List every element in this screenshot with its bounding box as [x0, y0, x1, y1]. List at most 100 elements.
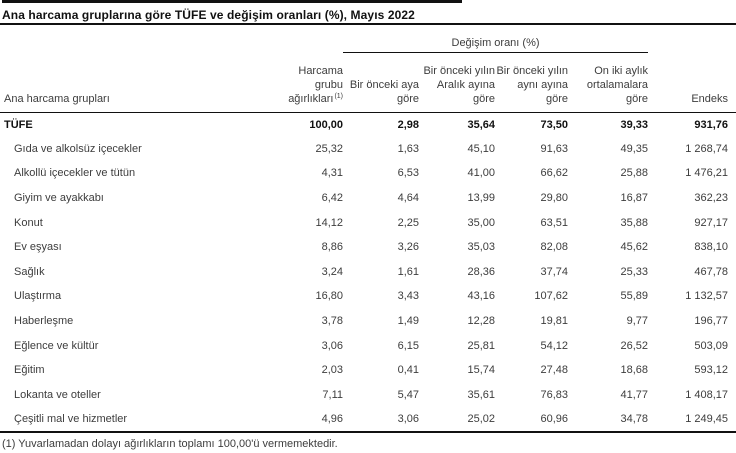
top-divider — [2, 0, 462, 3]
column-header-index: Endeks — [648, 52, 736, 113]
cell-value: 1 268,74 — [685, 142, 729, 155]
cell-value: 25,33 — [620, 265, 649, 278]
cell-value: 82,08 — [540, 241, 568, 254]
cell-value: 4,31 — [321, 167, 343, 180]
cell-value: 43,16 — [467, 290, 495, 303]
row-label: Haberleşme — [14, 315, 74, 328]
row-label: Çeşitli mal ve hizmetler — [14, 412, 128, 425]
cell-value: 503,09 — [694, 339, 729, 352]
group-header-spacer-left — [0, 25, 343, 52]
cell-value: 14,12 — [315, 216, 343, 229]
cell-value: 5,47 — [397, 388, 419, 401]
row-label: Lokanta ve oteller — [14, 388, 101, 401]
table-row: Ulaştırma 16,80 3,43 43,16 107,62 55,89 1 132,… — [0, 284, 736, 309]
column-header-same-month-prev-year: Bir önceki yılın aynı ayına göre — [495, 52, 568, 113]
row-label: Konut — [14, 216, 43, 229]
cell-value: 73,50 — [540, 118, 568, 131]
cell-value: 54,12 — [540, 339, 568, 352]
cell-value: 55,89 — [620, 290, 649, 303]
cell-value: 1 476,21 — [685, 167, 729, 180]
cpi-table: Değişim oranı (%) Ana harcama grupları H… — [0, 25, 736, 433]
table-row: Alkollü içecekler ve tütün 4,31 6,53 41,00 6… — [0, 161, 736, 186]
footnote-text: (1) Yuvarlamadan dolayı ağırlıkların top… — [2, 437, 338, 450]
cell-value: 18,68 — [620, 364, 649, 377]
row-label: Ulaştırma — [14, 290, 62, 303]
cell-value: 1 249,45 — [685, 412, 729, 425]
cell-value: 35,88 — [620, 216, 649, 229]
cell-value: 41,77 — [620, 388, 649, 401]
column-header-prev-month: Bir önceki aya göre — [343, 52, 419, 113]
table-row: Haberleşme 3,78 1,49 12,28 19,81 9,77 196,77 — [0, 309, 736, 334]
cell-value: 66,62 — [540, 167, 568, 180]
row-label: Alkollü içecekler ve tütün — [14, 167, 136, 180]
cell-value: 28,36 — [467, 265, 495, 278]
page-title: Ana harcama gruplarına göre TÜFE ve deği… — [0, 0, 736, 25]
cell-value: 1,63 — [397, 142, 419, 155]
cell-value: 196,77 — [694, 315, 729, 328]
cell-value: 41,00 — [467, 167, 495, 180]
table-row: Ev eşyası 8,86 3,26 35,03 82,08 45,62 838,10 — [0, 235, 736, 260]
row-label: Eğlence ve kültür — [14, 339, 99, 352]
cell-value: 12,28 — [467, 315, 495, 328]
row-label: Eğitim — [14, 364, 45, 377]
cell-value: 9,77 — [626, 315, 649, 328]
table-row: Çeşitli mal ve hizmetler 4,96 3,06 25,02 60,… — [0, 407, 736, 432]
cell-value: 25,81 — [467, 339, 495, 352]
cell-value: 1 132,57 — [685, 290, 729, 303]
table-body: TÜFE 100,00 2,98 35,64 73,50 39,33 931,76 Gıda … — [0, 112, 736, 432]
cell-value: 29,80 — [540, 192, 568, 205]
cell-value: 60,96 — [540, 412, 568, 425]
cell-value: 19,81 — [540, 315, 568, 328]
group-header-row: Değişim oranı (%) — [0, 25, 736, 53]
cell-value: 931,76 — [694, 118, 729, 131]
cell-value: 107,62 — [534, 290, 568, 303]
cell-value: 0,41 — [397, 364, 419, 377]
cell-value: 838,10 — [694, 241, 729, 254]
cell-value: 37,74 — [540, 265, 568, 278]
cell-value: 4,96 — [321, 412, 343, 425]
row-label: Ev eşyası — [14, 241, 62, 254]
column-header-groups: Ana harcama grupları — [0, 52, 272, 113]
cell-value: 3,06 — [397, 412, 419, 425]
cell-value: 6,42 — [321, 192, 343, 205]
table-row: Eğitim 2,03 0,41 15,74 27,48 18,68 593,12 — [0, 358, 736, 383]
cell-value: 1 408,17 — [685, 388, 729, 401]
cell-value: 3,78 — [321, 315, 343, 328]
cell-value: 35,61 — [467, 388, 495, 401]
cell-value: 35,00 — [467, 216, 495, 229]
cell-value: 3,06 — [321, 339, 343, 352]
column-header-weights: Harcama grubu ağırlıkları(1) — [272, 52, 343, 113]
cell-value: 26,52 — [620, 339, 649, 352]
footnote-marker: (1) — [334, 92, 343, 100]
column-header-twelve-month-avg: On iki aylık ortalamalara göre — [568, 52, 649, 113]
cell-value: 2,03 — [321, 364, 343, 377]
cell-value: 100,00 — [309, 118, 343, 131]
table-row: Konut 14,12 2,25 35,00 63,51 35,88 927,17 — [0, 210, 736, 235]
cell-value: 3,24 — [321, 265, 343, 278]
cell-value: 1,49 — [397, 315, 419, 328]
cell-value: 13,99 — [467, 192, 495, 205]
table-row: Giyim ve ayakkabı 6,42 4,64 13,99 29,80 16,87… — [0, 186, 736, 211]
cell-value: 45,62 — [620, 241, 649, 254]
row-label: Gıda ve alkolsüz içecekler — [14, 142, 142, 155]
row-label: Sağlık — [14, 265, 45, 278]
table-row: Lokanta ve oteller 7,11 5,47 35,61 76,83 41,7… — [0, 383, 736, 408]
cell-value: 16,80 — [315, 290, 343, 303]
cell-value: 2,98 — [397, 118, 419, 131]
table-row: Eğlence ve kültür 3,06 6,15 25,81 54,12 26,52… — [0, 333, 736, 358]
row-label: Giyim ve ayakkabı — [14, 192, 104, 205]
cell-value: 45,10 — [467, 142, 495, 155]
cell-value: 39,33 — [620, 118, 649, 131]
cell-value: 3,26 — [397, 241, 419, 254]
cell-value: 927,17 — [694, 216, 729, 229]
cell-value: 25,88 — [620, 167, 649, 180]
column-header-prev-december: Bir önceki yılın Aralık ayına göre — [419, 52, 495, 113]
group-header-change-rate: Değişim oranı (%) — [343, 25, 649, 53]
table-row: Gıda ve alkolsüz içecekler 25,32 1,63 45,10… — [0, 137, 736, 162]
cell-value: 6,15 — [397, 339, 419, 352]
cell-value: 27,48 — [540, 364, 568, 377]
cell-value: 15,74 — [467, 364, 495, 377]
cell-value: 2,25 — [397, 216, 419, 229]
cell-value: 6,53 — [397, 167, 419, 180]
cell-value: 34,78 — [620, 412, 649, 425]
